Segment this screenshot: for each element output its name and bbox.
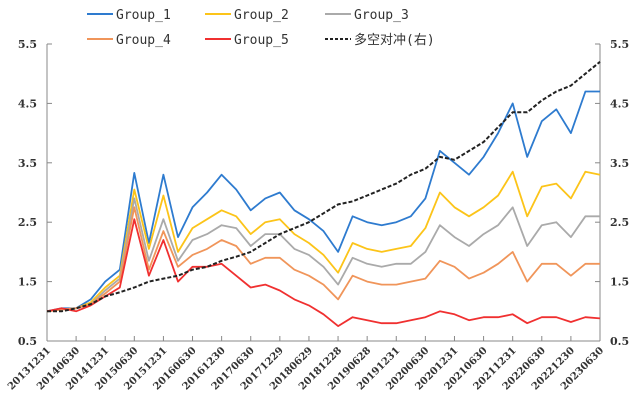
- legend-label-2: Group_2: [234, 8, 289, 23]
- right-y-tick-label: 0.5: [610, 335, 629, 348]
- legend-label-1: Group_1: [116, 8, 171, 23]
- left-y-tick-label: 4.5: [18, 97, 37, 110]
- series-line-2: [46, 170, 601, 313]
- series-line-6: [47, 61, 601, 313]
- series-line-4: [46, 206, 600, 313]
- right-y-tick-label: 1.5: [610, 276, 629, 289]
- legend-label-3: Group_3: [354, 8, 409, 23]
- left-y-tick-label: 0.5: [18, 335, 37, 348]
- right-y-tick-label: 4.5: [610, 97, 629, 110]
- left-y-tick-label: 2.5: [18, 216, 37, 229]
- series-line-1: [46, 90, 600, 313]
- left-y-tick-label: 5.5: [18, 38, 37, 51]
- right-y-tick-label: 3.5: [610, 157, 629, 170]
- legend-label-6: 多空对冲(右): [354, 32, 435, 48]
- series-line-3: [46, 197, 600, 313]
- left-y-tick-label: 1.5: [18, 276, 37, 289]
- series-line-5: [46, 218, 601, 328]
- left-y-tick-label: 3.5: [18, 157, 37, 170]
- legend-label-4: Group_4: [116, 33, 171, 48]
- legend-label-5: Group_5: [234, 33, 289, 48]
- right-y-tick-label: 5.5: [610, 38, 629, 51]
- right-y-tick-label: 2.5: [610, 216, 629, 229]
